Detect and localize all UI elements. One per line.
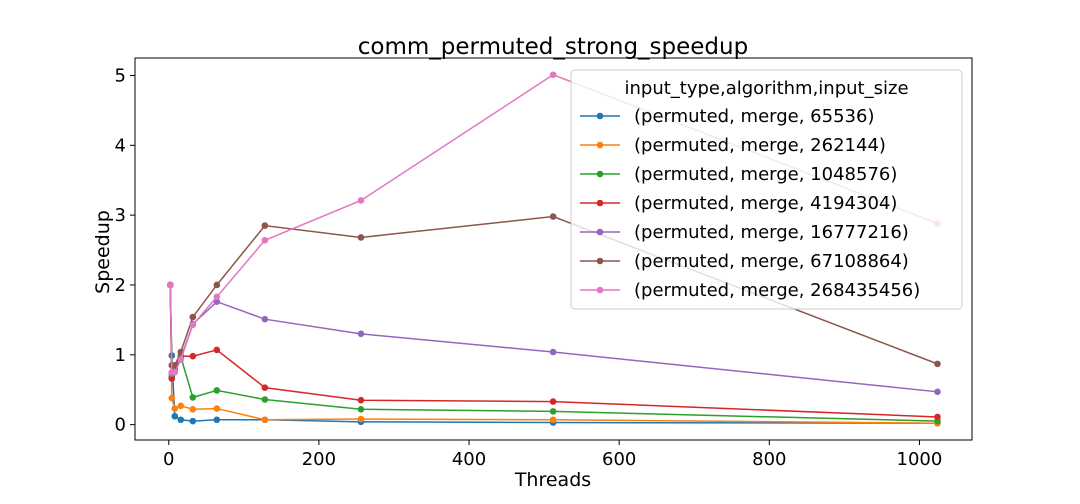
data-point [189,394,197,401]
data-point [549,348,557,356]
legend-marker [596,286,604,294]
data-point [934,413,941,421]
data-point [166,281,174,289]
data-point [549,71,557,79]
data-point [171,361,179,369]
data-point [357,415,365,423]
data-point [189,313,197,321]
y-tick-label: 2 [115,275,126,296]
data-point [213,387,221,394]
x-tick-label: 400 [452,449,486,470]
x-tick-label: 800 [752,449,786,470]
legend: input_type,algorithm,input_size (permuted… [570,69,963,310]
data-point [261,222,269,229]
legend-box [570,69,963,310]
legend-entry: (permuted, merge, 4194304) [634,193,897,214]
axes-frame [134,57,973,441]
series-line-0 [169,284,938,424]
data-point [934,388,941,396]
legend-title: input_type,algorithm,input_size [624,78,908,99]
legend-entry: (permuted, merge, 16777216) [634,222,909,243]
data-point [357,234,365,241]
data-point [213,346,221,354]
data-point [171,405,179,412]
data-point [171,368,179,376]
data-point [261,416,269,424]
legend-entry: (permuted, merge, 67108864) [634,251,909,272]
data-point [168,394,176,402]
x-tick-label: 600 [602,449,636,470]
data-point [357,197,365,204]
data-point [357,396,365,404]
data-point [213,293,221,301]
data-point [357,330,365,338]
data-point [189,321,197,329]
y-tick-label: 3 [115,205,126,226]
data-point [549,213,557,220]
plot-area: 0 200 400 600 800 1000 0 1 2 3 4 5 [115,57,973,470]
legend-entry: (permuted, merge, 262144) [634,135,886,156]
data-point [549,408,557,415]
data-point [189,417,197,425]
y-axis-label: Speedup [92,210,114,294]
data-point [168,375,176,382]
x-tick-label: 0 [163,449,174,470]
y-tick-label: 1 [115,345,126,366]
data-point [261,396,269,403]
x-tick-label: 200 [302,449,336,470]
legend-entry: (permuted, merge, 1048576) [634,164,897,185]
legend-marker [596,112,604,120]
legend-marker [596,257,604,265]
data-point [189,405,197,413]
legend-marker [596,228,604,236]
data-point [261,384,269,391]
data-point [177,402,185,410]
y-tick-label: 5 [115,65,126,86]
data-point [934,360,941,368]
data-point [213,416,221,424]
data-point [213,405,221,412]
data-point [549,416,557,424]
x-axis-label: Threads [514,469,591,491]
data-point [213,298,221,306]
data-point [261,236,269,244]
data-point [357,405,365,413]
data-point [261,315,269,323]
y-tick-label: 4 [115,135,126,156]
legend-entry: (permuted, merge, 268435456) [634,280,920,301]
y-tick-label: 0 [115,415,126,436]
data-point [549,398,557,405]
chart-title: comm_permuted_strong_speedup [358,34,748,60]
legend-marker [596,170,604,178]
legend-marker [596,141,604,149]
data-point [213,281,221,289]
data-point [189,352,197,360]
series-line-1 [169,284,938,424]
legend-entry: (permuted, merge, 65536) [634,106,874,127]
data-point [177,356,185,363]
x-tick-label: 1000 [897,449,943,470]
data-point [177,416,185,424]
legend-marker [596,199,604,207]
data-point [171,412,179,420]
